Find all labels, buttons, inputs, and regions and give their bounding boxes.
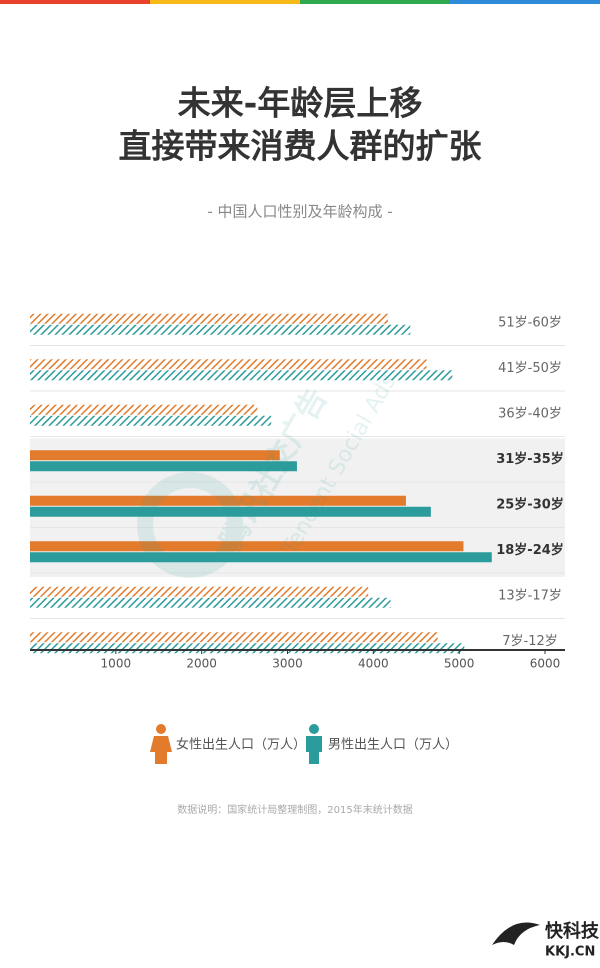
bar bbox=[30, 506, 431, 517]
category-label: 41岁-50岁 bbox=[498, 361, 562, 376]
bar bbox=[30, 461, 297, 472]
logo-text: KKJ.CN bbox=[545, 945, 595, 960]
legend-label: 男性出生人口（万人） bbox=[328, 738, 458, 753]
x-tick-label: 6000 bbox=[530, 657, 561, 671]
bar bbox=[30, 359, 427, 370]
bar bbox=[30, 643, 465, 654]
logo-text: 快科技 bbox=[545, 920, 600, 942]
legend-label: 女性出生人口（万人） bbox=[176, 737, 306, 753]
bar bbox=[30, 495, 406, 506]
category-label: 51岁-60岁 bbox=[498, 315, 562, 330]
bar bbox=[30, 541, 464, 552]
bar bbox=[30, 313, 388, 324]
bar bbox=[30, 324, 411, 335]
x-tick-label: 3000 bbox=[272, 657, 303, 671]
footnote: 数据说明：国家统计局整理制图，2015年末统计数据 bbox=[177, 803, 412, 816]
category-label: 36岁-40岁 bbox=[498, 406, 562, 421]
legend-icon bbox=[150, 724, 172, 764]
x-tick-label: 2000 bbox=[186, 657, 217, 671]
chart-title: 直接带来消费人群的扩张 bbox=[119, 127, 482, 166]
bar bbox=[30, 415, 272, 426]
x-tick-label: 4000 bbox=[358, 657, 389, 671]
top-bar bbox=[0, 0, 150, 4]
x-tick-label: 5000 bbox=[444, 657, 475, 671]
category-label: 13岁-17岁 bbox=[498, 588, 562, 603]
top-bar bbox=[450, 0, 600, 4]
bar bbox=[30, 404, 258, 415]
category-label: 7岁-12岁 bbox=[502, 634, 558, 649]
subtitle: - 中国人口性别及年龄构成 - bbox=[207, 203, 392, 221]
bar bbox=[30, 597, 391, 608]
bar bbox=[30, 450, 280, 461]
bar bbox=[30, 370, 453, 381]
top-bar bbox=[150, 0, 300, 4]
top-bar bbox=[300, 0, 450, 4]
x-tick-label: 1000 bbox=[101, 657, 132, 671]
category-label: 25岁-30岁 bbox=[496, 496, 564, 512]
bar bbox=[30, 586, 369, 597]
category-label: 18岁-24岁 bbox=[496, 542, 564, 558]
legend-icon bbox=[306, 724, 322, 764]
chart-title: 未来-年龄层上移 bbox=[178, 84, 423, 123]
logo: 快科技 KKJ.CN bbox=[492, 920, 600, 960]
category-label: 31岁-35岁 bbox=[496, 451, 564, 467]
bar bbox=[30, 552, 492, 563]
bar bbox=[30, 632, 438, 643]
